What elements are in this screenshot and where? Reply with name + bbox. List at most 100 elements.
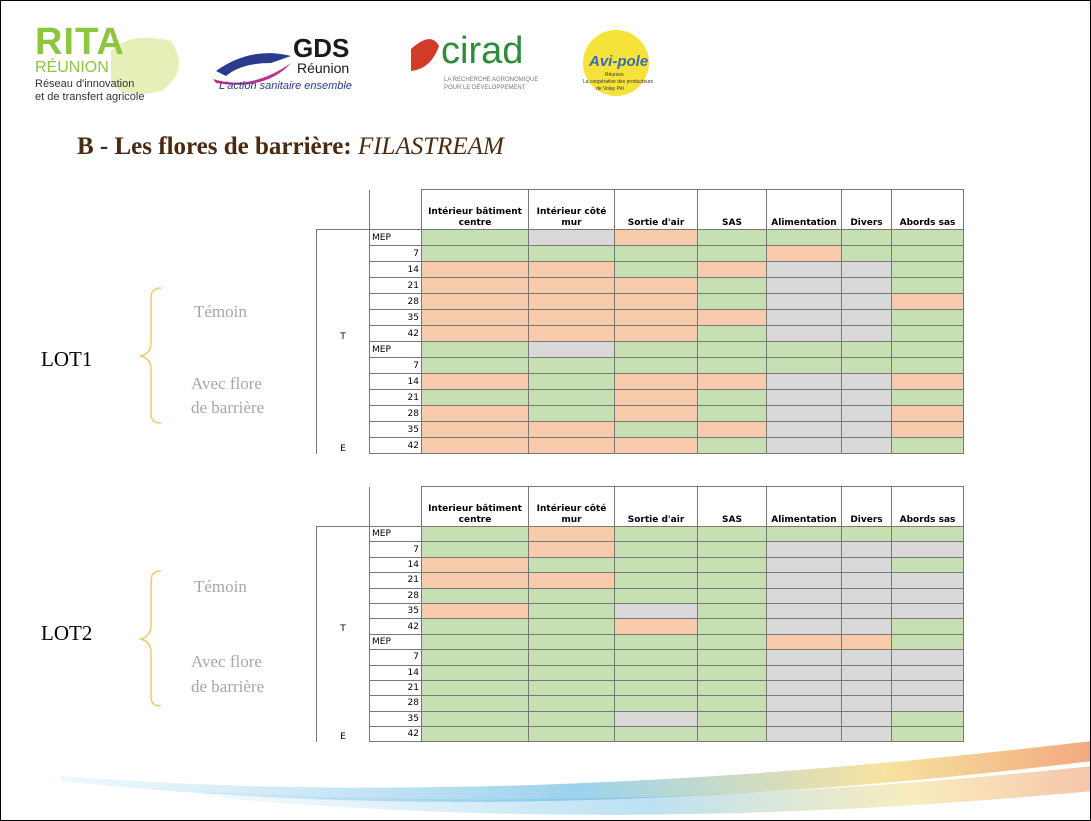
status-cell (421, 437, 529, 454)
status-cell (697, 341, 767, 358)
status-cell (891, 679, 964, 697)
status-cell (891, 373, 964, 390)
status-cell (891, 357, 964, 374)
corner-cell (316, 486, 370, 527)
status-cell (766, 602, 842, 620)
group-cell (316, 665, 370, 681)
group-cell (316, 357, 370, 374)
status-cell (841, 405, 892, 422)
status-cell (697, 541, 767, 558)
status-cell (421, 679, 529, 697)
data-row: MEP (316, 525, 964, 543)
status-cell (421, 602, 529, 620)
status-cell (841, 229, 892, 246)
status-cell (528, 664, 615, 681)
gds-swoosh (213, 63, 291, 85)
status-cell (614, 556, 698, 574)
status-cell (421, 710, 529, 728)
status-cell (697, 664, 767, 681)
group-cell (316, 695, 370, 712)
data-row: MEP (316, 633, 964, 651)
status-cell (421, 649, 529, 666)
status-cell (697, 293, 767, 310)
status-cell (766, 245, 842, 262)
status-cell (614, 679, 698, 697)
group-cell (316, 557, 370, 573)
header-row: Intérieur bâtiment centre Intérieur côté … (316, 189, 964, 230)
status-cell (614, 633, 698, 651)
data-row: T 42 (316, 618, 964, 635)
group-cell (316, 680, 370, 696)
column-header: Abords sas (891, 486, 964, 527)
status-cell (528, 277, 615, 294)
status-cell (766, 261, 842, 278)
status-cell (697, 437, 767, 454)
status-cell (766, 710, 842, 728)
row-label: 28 (369, 293, 422, 310)
status-cell (421, 277, 529, 294)
data-row: 21 (316, 679, 964, 697)
group-label: Témoin (194, 577, 247, 596)
status-cell (891, 664, 964, 681)
group-cell (316, 541, 370, 558)
status-cell (697, 633, 767, 651)
status-cell (614, 437, 698, 454)
status-cell (697, 618, 767, 635)
status-cell (697, 695, 767, 712)
status-cell (841, 664, 892, 681)
status-cell (891, 405, 964, 422)
status-cell (614, 695, 698, 712)
group-cell: T (316, 618, 370, 635)
status-cell (841, 602, 892, 620)
status-cell (841, 556, 892, 574)
column-header: SAS (697, 189, 767, 230)
data-row: MEP (316, 229, 964, 246)
lot-label: LOT2 (41, 621, 93, 645)
data-row: 14 (316, 664, 964, 681)
row-label: 35 (369, 421, 422, 438)
row-label: 35 (369, 602, 422, 620)
status-cell (766, 437, 842, 454)
data-row: 7 (316, 357, 964, 374)
column-header: Interieur bâtiment centre (421, 486, 529, 527)
status-cell (841, 373, 892, 390)
status-cell (697, 309, 767, 326)
gds-region: Réunion (297, 60, 350, 76)
status-cell (528, 341, 615, 358)
corner-cell (369, 486, 422, 527)
status-cell (528, 541, 615, 558)
lot-label: LOT1 (41, 347, 93, 371)
status-cell (697, 649, 767, 666)
status-cell (891, 710, 964, 728)
status-cell (421, 389, 529, 406)
group-cell (316, 261, 370, 278)
slide-title: B - Les flores de barrière: FILASTREAM (77, 133, 504, 161)
status-cell (841, 389, 892, 406)
brace (138, 570, 162, 707)
status-cell (841, 277, 892, 294)
status-cell (421, 664, 529, 681)
status-cell (697, 245, 767, 262)
status-cell (421, 293, 529, 310)
data-row: 14 (316, 261, 964, 278)
status-cell (421, 229, 529, 246)
column-header: Divers (841, 189, 892, 230)
status-cell (891, 389, 964, 406)
avipole-line: de Volay Péi (596, 86, 624, 92)
status-cell (421, 633, 529, 651)
data-row: 28 (316, 587, 964, 604)
status-cell (528, 293, 615, 310)
header-row: Interieur bâtiment centre Intérieur côté … (316, 486, 964, 527)
row-label: 7 (369, 541, 422, 558)
status-cell (528, 726, 615, 743)
status-cell (841, 325, 892, 342)
row-label: 28 (369, 587, 422, 604)
data-row: MEP (316, 341, 964, 358)
status-cell (614, 649, 698, 666)
status-cell (421, 726, 529, 743)
status-cell (528, 405, 615, 422)
status-cell (697, 229, 767, 246)
status-cell (528, 229, 615, 246)
status-cell (528, 618, 615, 635)
status-cell (891, 726, 964, 743)
